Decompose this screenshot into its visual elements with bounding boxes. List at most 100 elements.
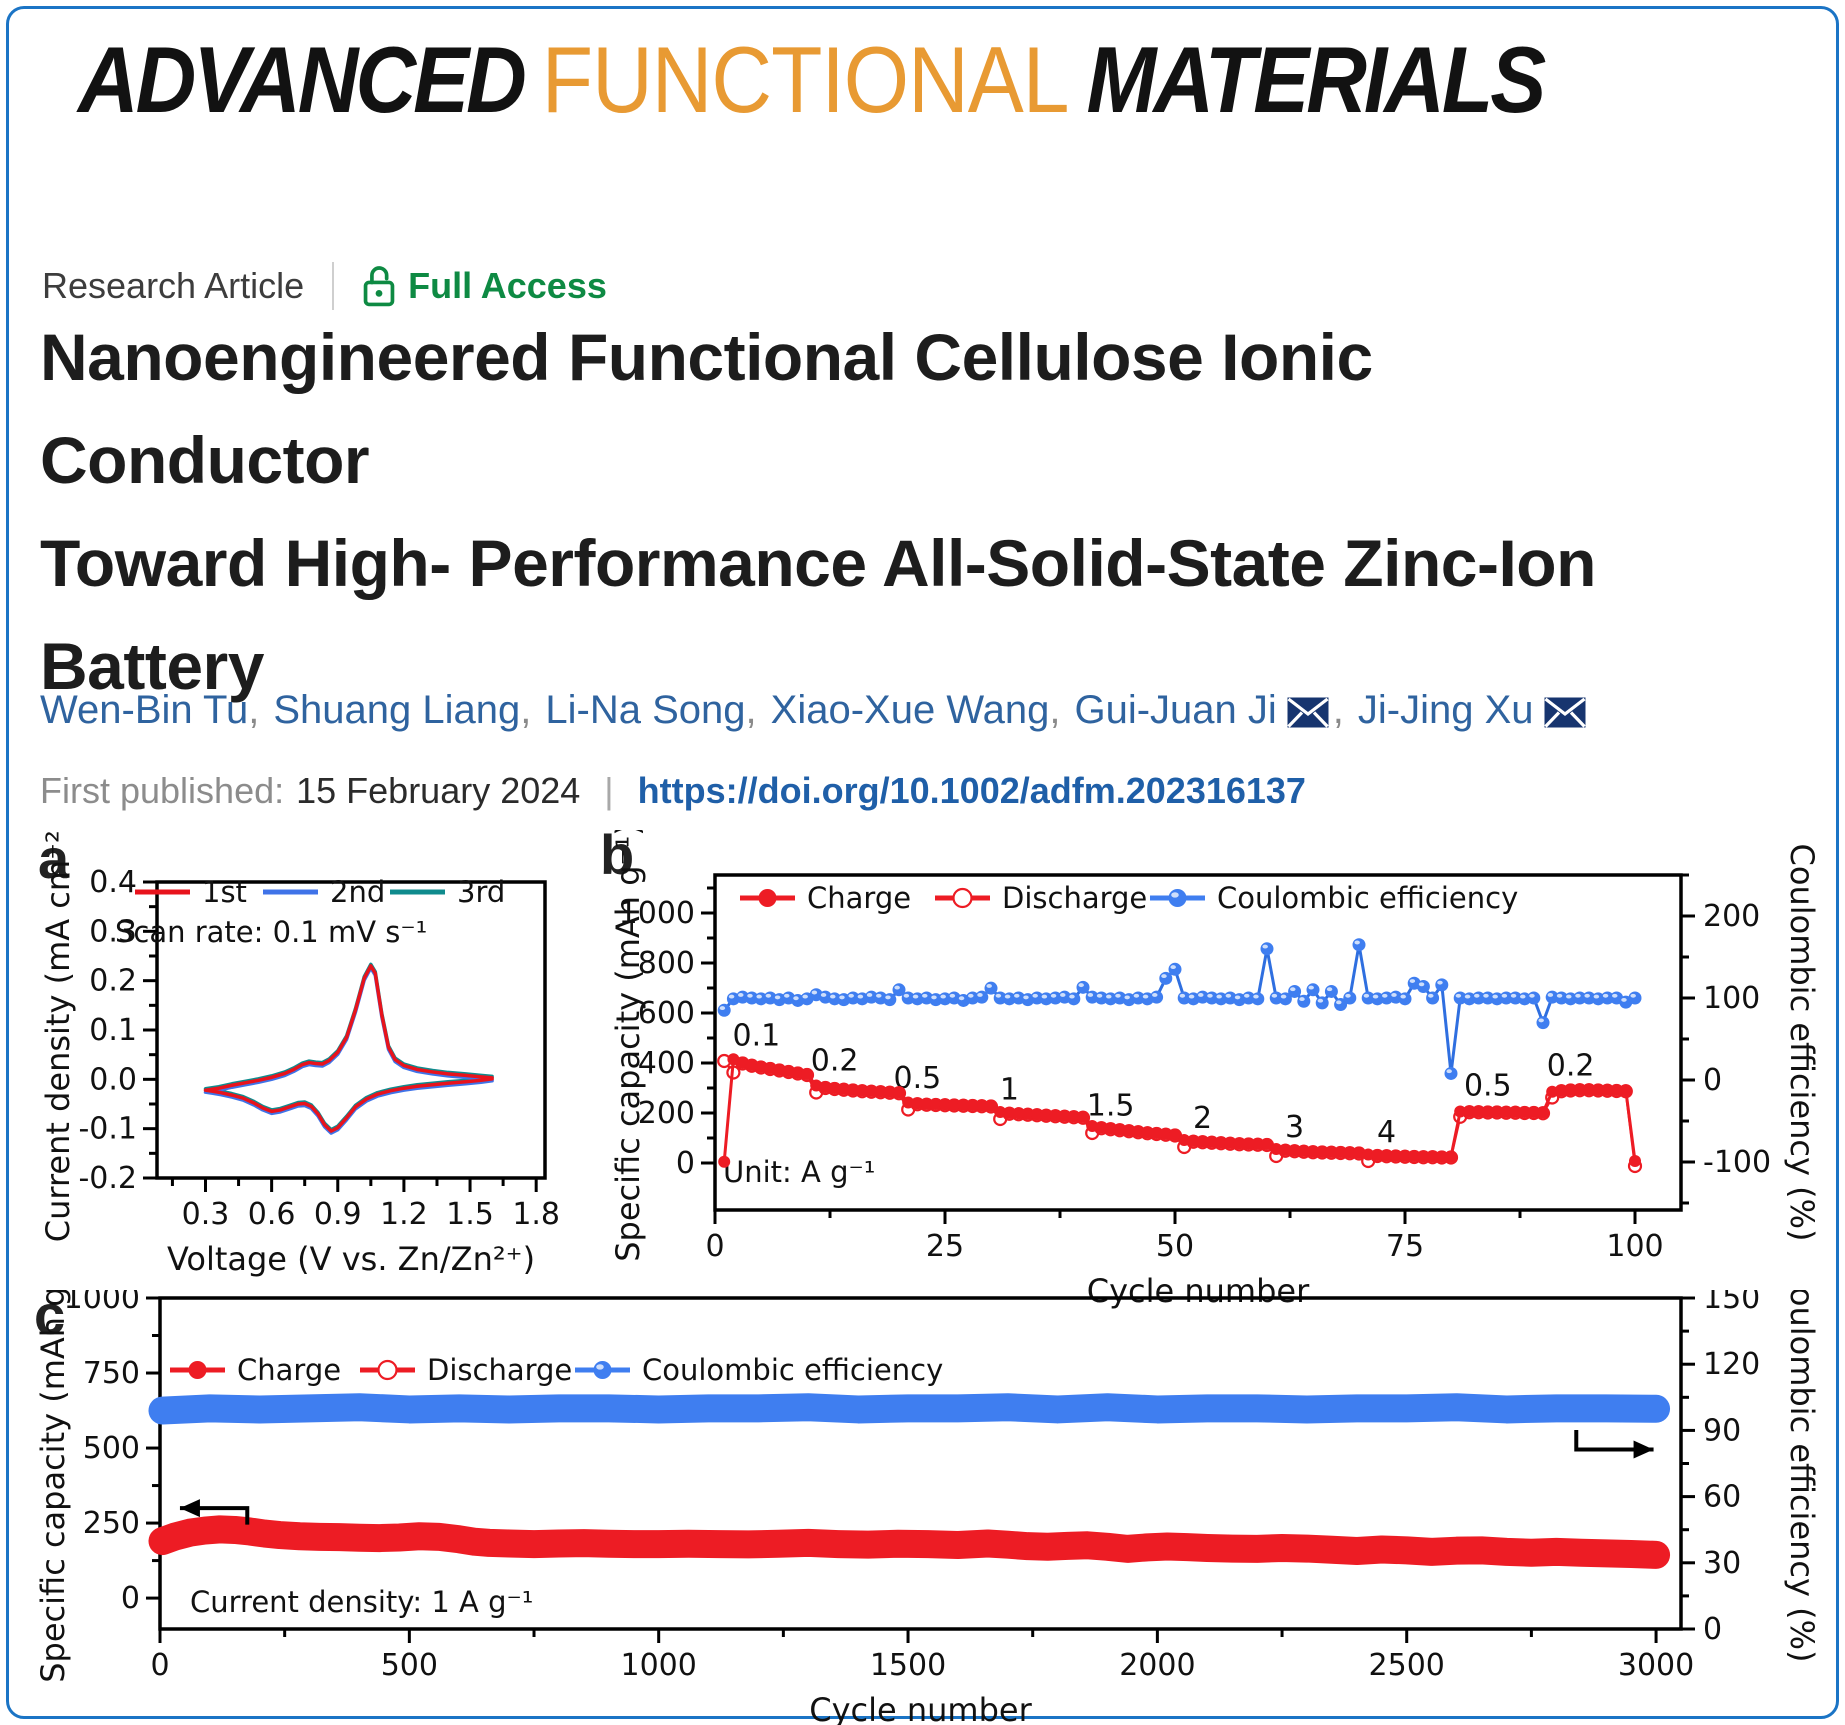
divider: | <box>604 770 614 811</box>
svg-text:1.5: 1.5 <box>446 1197 494 1232</box>
email-icon[interactable] <box>1287 697 1329 728</box>
svg-text:50: 50 <box>1156 1229 1194 1264</box>
svg-text:3: 3 <box>1285 1110 1304 1145</box>
title-line-1: Nanoengineered Functional Cellulose Ioni… <box>40 320 1373 497</box>
panel-label-b: b <box>600 823 635 886</box>
svg-text:0: 0 <box>705 1229 724 1264</box>
svg-text:2500: 2500 <box>1369 1648 1445 1683</box>
svg-text:0.5: 0.5 <box>1464 1069 1512 1104</box>
svg-text:120: 120 <box>1703 1347 1760 1382</box>
svg-text:90: 90 <box>1703 1413 1741 1448</box>
svg-text:Coulombic efficiency: Coulombic efficiency <box>642 1353 943 1387</box>
panel-label-c: c <box>34 1283 66 1346</box>
svg-text:150: 150 <box>1703 1290 1760 1316</box>
svg-text:600: 600 <box>638 996 695 1031</box>
author-link[interactable]: Shuang Liang <box>273 688 521 732</box>
svg-text:Discharge: Discharge <box>1002 881 1147 915</box>
svg-text:1500: 1500 <box>870 1648 946 1683</box>
svg-text:400: 400 <box>638 1046 695 1081</box>
svg-text:0.2: 0.2 <box>89 964 137 999</box>
title-line-3: Battery <box>40 629 264 703</box>
published-label: First published: <box>40 770 285 811</box>
article-title: Nanoengineered Functional Cellulose Ioni… <box>40 306 1600 718</box>
svg-text:2000: 2000 <box>1119 1648 1195 1683</box>
svg-text:0.9: 0.9 <box>314 1197 362 1232</box>
cv-curve-chart: 0.3 0.6 0.9 1.2 1.5 1.8 0.4 0.3 0.2 0.1 0.0 -0.1 -0.… <box>39 830 560 1278</box>
author-separator: , <box>1332 688 1344 732</box>
author-separator: , <box>520 688 532 732</box>
svg-text:-100: -100 <box>1703 1145 1771 1180</box>
svg-text:Charge: Charge <box>807 881 911 915</box>
author-separator: , <box>1049 688 1061 732</box>
author-link[interactable]: Wen-Bin Tu <box>40 688 249 732</box>
svg-text:Voltage (V vs. Zn/Zn²⁺): Voltage (V vs. Zn/Zn²⁺) <box>167 1240 535 1278</box>
svg-text:0: 0 <box>1703 1063 1722 1098</box>
svg-text:Current density: 1 A g⁻¹: Current density: 1 A g⁻¹ <box>190 1585 533 1619</box>
svg-text:1000: 1000 <box>621 1648 697 1683</box>
svg-text:0: 0 <box>1703 1612 1722 1647</box>
svg-text:25: 25 <box>926 1229 964 1264</box>
panel-label-a: a <box>38 827 70 890</box>
article-meta-row: Research Article Full Access <box>42 262 607 310</box>
svg-text:Specific capacity (mAh g⁻¹): Specific capacity (mAh g⁻¹) <box>609 830 647 1262</box>
svg-text:1.2: 1.2 <box>380 1197 428 1232</box>
svg-text:0: 0 <box>676 1146 695 1181</box>
author-link[interactable]: Li-Na Song <box>545 688 746 732</box>
svg-text:0: 0 <box>150 1648 169 1683</box>
svg-text:1000: 1000 <box>64 1290 140 1316</box>
svg-text:3rd: 3rd <box>457 875 505 909</box>
title-line-2: Toward High- Performance All-Solid-State… <box>40 526 1596 600</box>
svg-text:1.8: 1.8 <box>512 1197 560 1232</box>
svg-text:1.5: 1.5 <box>1087 1089 1135 1124</box>
svg-text:0.2: 0.2 <box>1547 1049 1595 1084</box>
svg-text:0.1: 0.1 <box>733 1019 781 1054</box>
author-link[interactable]: Ji-Jing Xu <box>1357 688 1534 732</box>
svg-text:100: 100 <box>1703 981 1760 1016</box>
svg-text:2nd: 2nd <box>330 875 385 909</box>
svg-text:0.0: 0.0 <box>89 1062 137 1097</box>
svg-text:Charge: Charge <box>237 1353 341 1387</box>
svg-text:Coulombic efficiency (%): Coulombic efficiency (%) <box>1783 844 1821 1242</box>
svg-text:0.1: 0.1 <box>89 1013 137 1048</box>
svg-text:Coulombic efficiency: Coulombic efficiency <box>1217 881 1518 915</box>
svg-text:Cycle number: Cycle number <box>1087 1272 1310 1310</box>
svg-text:500: 500 <box>83 1431 140 1466</box>
svg-text:800: 800 <box>638 946 695 981</box>
svg-text:250: 250 <box>83 1506 140 1541</box>
svg-text:3000: 3000 <box>1618 1648 1694 1683</box>
svg-text:1000: 1000 <box>619 896 695 931</box>
author-link[interactable]: Xiao-Xue Wang <box>770 688 1050 732</box>
rate-performance-chart: 0 25 50 75 10002004006008001000-1000100200Cy… <box>609 830 1821 1310</box>
svg-text:Scan rate: 0.1 mV s⁻¹: Scan rate: 0.1 mV s⁻¹ <box>115 915 427 949</box>
svg-text:Discharge: Discharge <box>427 1353 572 1387</box>
svg-text:500: 500 <box>381 1648 438 1683</box>
author-separator: , <box>248 688 260 732</box>
logo-word-materials: MATERIALS <box>1086 27 1547 133</box>
svg-text:0.3: 0.3 <box>182 1197 230 1232</box>
svg-text:200: 200 <box>1703 899 1760 934</box>
svg-text:60: 60 <box>1703 1480 1741 1515</box>
journal-logo: ADVANCED FUNCTIONAL MATERIALS <box>78 26 1547 135</box>
svg-text:750: 750 <box>83 1356 140 1391</box>
svg-text:-0.2: -0.2 <box>78 1161 137 1196</box>
author-separator: , <box>745 688 757 732</box>
svg-text:0.6: 0.6 <box>248 1197 296 1232</box>
full-access-link[interactable]: Full Access <box>408 265 607 306</box>
email-icon[interactable] <box>1543 697 1586 728</box>
svg-text:Coulombic efficiency (%): Coulombic efficiency (%) <box>1783 1290 1821 1662</box>
svg-text:Unit: A g⁻¹: Unit: A g⁻¹ <box>723 1155 875 1189</box>
svg-text:0: 0 <box>121 1581 140 1616</box>
svg-text:1: 1 <box>1000 1072 1019 1107</box>
svg-text:100: 100 <box>1606 1229 1663 1264</box>
doi-link[interactable]: https://doi.org/10.1002/adfm.202316137 <box>637 770 1306 811</box>
article-type-label: Research Article <box>42 265 305 306</box>
long-cycling-chart: 0 500 1000 1500 2000 2500 3000 0 250 500 750 1000 0 3… <box>34 1290 1821 1725</box>
logo-word-functional: FUNCTIONAL <box>541 27 1070 133</box>
svg-text:0.4: 0.4 <box>89 865 137 900</box>
svg-text:30: 30 <box>1703 1546 1741 1581</box>
svg-text:4: 4 <box>1377 1115 1396 1150</box>
svg-text:Cycle number: Cycle number <box>809 1691 1032 1725</box>
svg-text:200: 200 <box>638 1096 695 1131</box>
author-link[interactable]: Gui-Juan Ji <box>1074 688 1277 732</box>
